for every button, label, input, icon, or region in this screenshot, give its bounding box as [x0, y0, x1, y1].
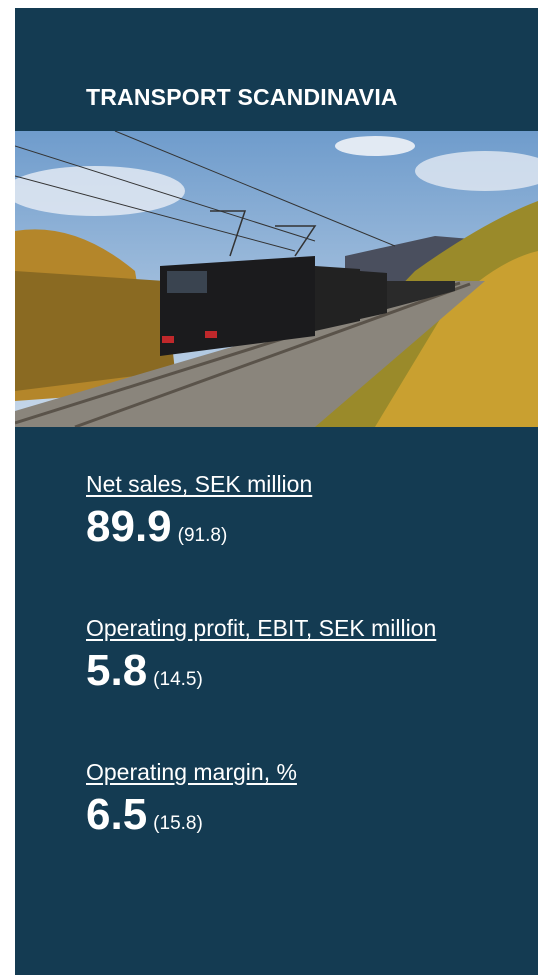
metric-value: 5.8	[86, 646, 148, 695]
metric-value-row: 89.9 (91.8)	[86, 502, 312, 552]
metric-value: 89.9	[86, 502, 172, 551]
metric-label: Operating profit, EBIT, SEK million	[86, 615, 437, 641]
metric-previous: (91.8)	[177, 525, 228, 546]
segment-card: TRANSPORT SCANDINAVIA Net sales, SEK mil…	[15, 8, 538, 975]
segment-title: TRANSPORT SCANDINAVIA	[86, 84, 398, 110]
metric-label: Net sales, SEK million	[86, 471, 313, 497]
metric: Net sales, SEK million 89.9 (91.8)	[86, 471, 312, 552]
metric-value-row: 6.5 (15.8)	[86, 790, 297, 840]
metric-previous: (15.8)	[153, 813, 203, 834]
metric-value-row: 5.8 (14.5)	[86, 646, 436, 696]
metric-label: Operating margin, %	[86, 759, 297, 785]
train-photo	[15, 131, 538, 427]
metric-value: 6.5	[86, 790, 148, 839]
metric: Operating profit, EBIT, SEK million 5.8(…	[86, 615, 436, 696]
metric: Operating margin, % 6.5 (15.8)	[86, 759, 297, 840]
metric-previous: (14.5)	[153, 669, 203, 690]
